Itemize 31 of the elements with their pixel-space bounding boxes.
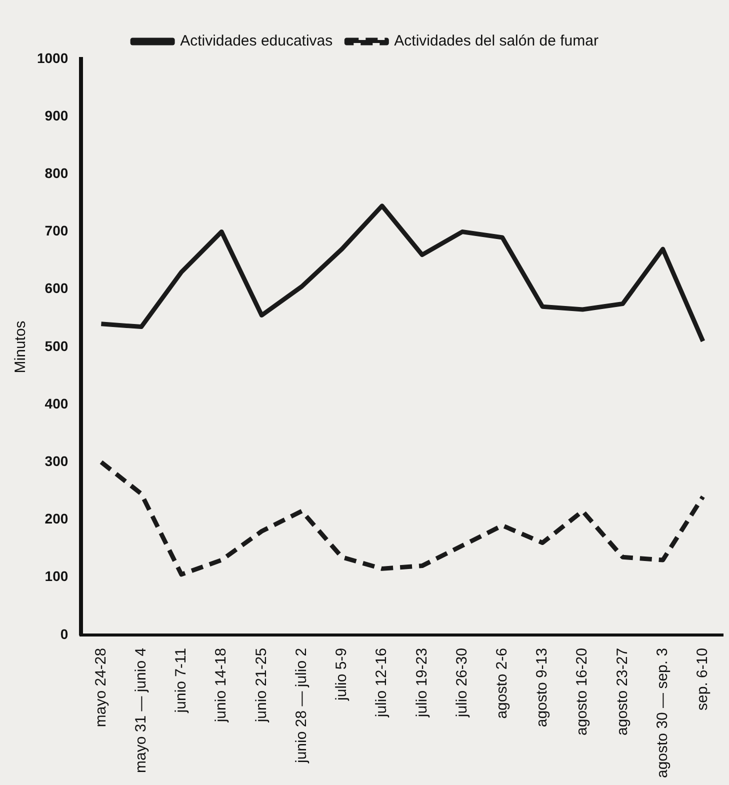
y-tick-label: 500	[44, 338, 68, 354]
x-tick-label: agosto 30 — sep. 3	[654, 648, 671, 778]
line-series	[98, 460, 706, 577]
x-tick-label: agosto 2-6	[494, 648, 511, 719]
x-tick-label: junio 28 — julio 2	[292, 648, 310, 764]
x-tick-label: agosto 9-13	[534, 648, 551, 728]
x-tick-label: junio 7-11	[172, 648, 190, 714]
y-tick-label: 200	[44, 510, 68, 527]
y-tick-label: 0	[60, 626, 68, 642]
legend-label: Actividades del salón de fumar	[394, 32, 598, 50]
y-tick-label: 800	[44, 165, 68, 182]
x-tick-label: mayo 31 — junio 4	[132, 648, 150, 773]
y-tick-label: 600	[44, 280, 68, 296]
y-tick-label: 300	[44, 453, 68, 469]
y-tick-label: 1000	[36, 50, 68, 66]
x-tick-label: julio 19-23	[413, 648, 430, 718]
x-tick-label: mayo 24-28	[92, 648, 110, 728]
x-tick-label: julio 26-30	[453, 648, 470, 718]
x-tick-label: julio 12-16	[373, 648, 390, 718]
y-axis-title: Minutos	[12, 320, 30, 374]
x-tick-label: junio 14-18	[212, 648, 230, 724]
x-tick-label: agosto 16-20	[574, 648, 591, 736]
y-tick-label: 400	[44, 395, 68, 412]
y-tick-label: 100	[44, 568, 68, 584]
y-tick-label: 900	[44, 107, 68, 124]
x-tick-label: agosto 23-27	[614, 648, 631, 736]
y-tick-label: 700	[44, 222, 68, 239]
x-tick-label: julio 5-9	[333, 648, 350, 702]
legend-label: Actividades educativas	[180, 32, 333, 50]
x-tick-label: junio 21-25	[252, 648, 270, 724]
x-tick-label: sep. 6-10	[694, 648, 712, 710]
